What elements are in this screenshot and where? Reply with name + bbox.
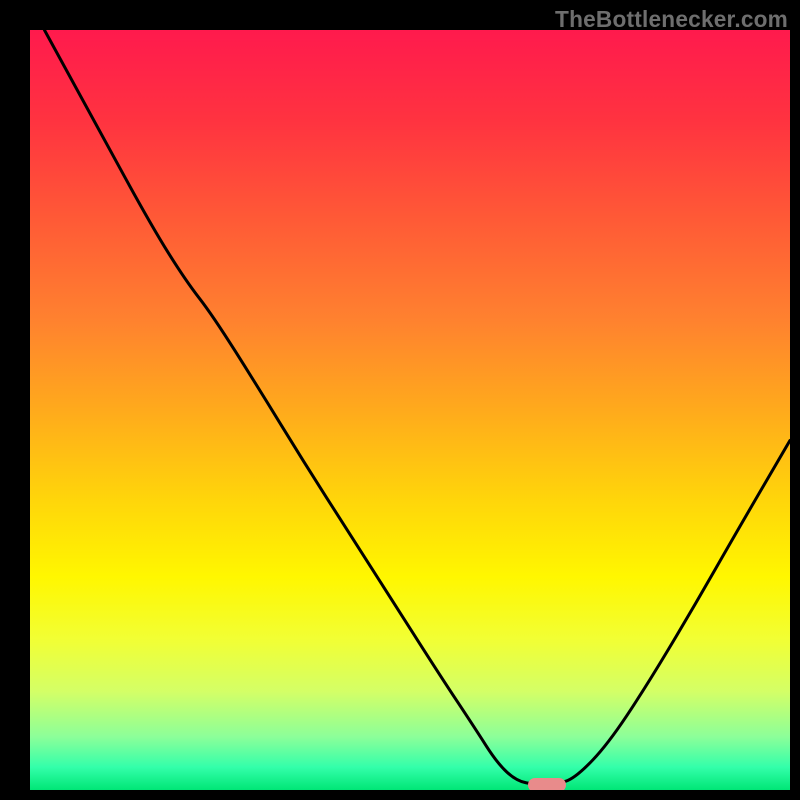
chart-container: TheBottlenecker.com xyxy=(0,0,800,800)
bottleneck-curve xyxy=(30,30,790,790)
watermark-text: TheBottlenecker.com xyxy=(555,6,788,33)
border-bottom xyxy=(0,790,800,800)
border-right xyxy=(790,0,800,800)
border-left xyxy=(0,0,30,800)
